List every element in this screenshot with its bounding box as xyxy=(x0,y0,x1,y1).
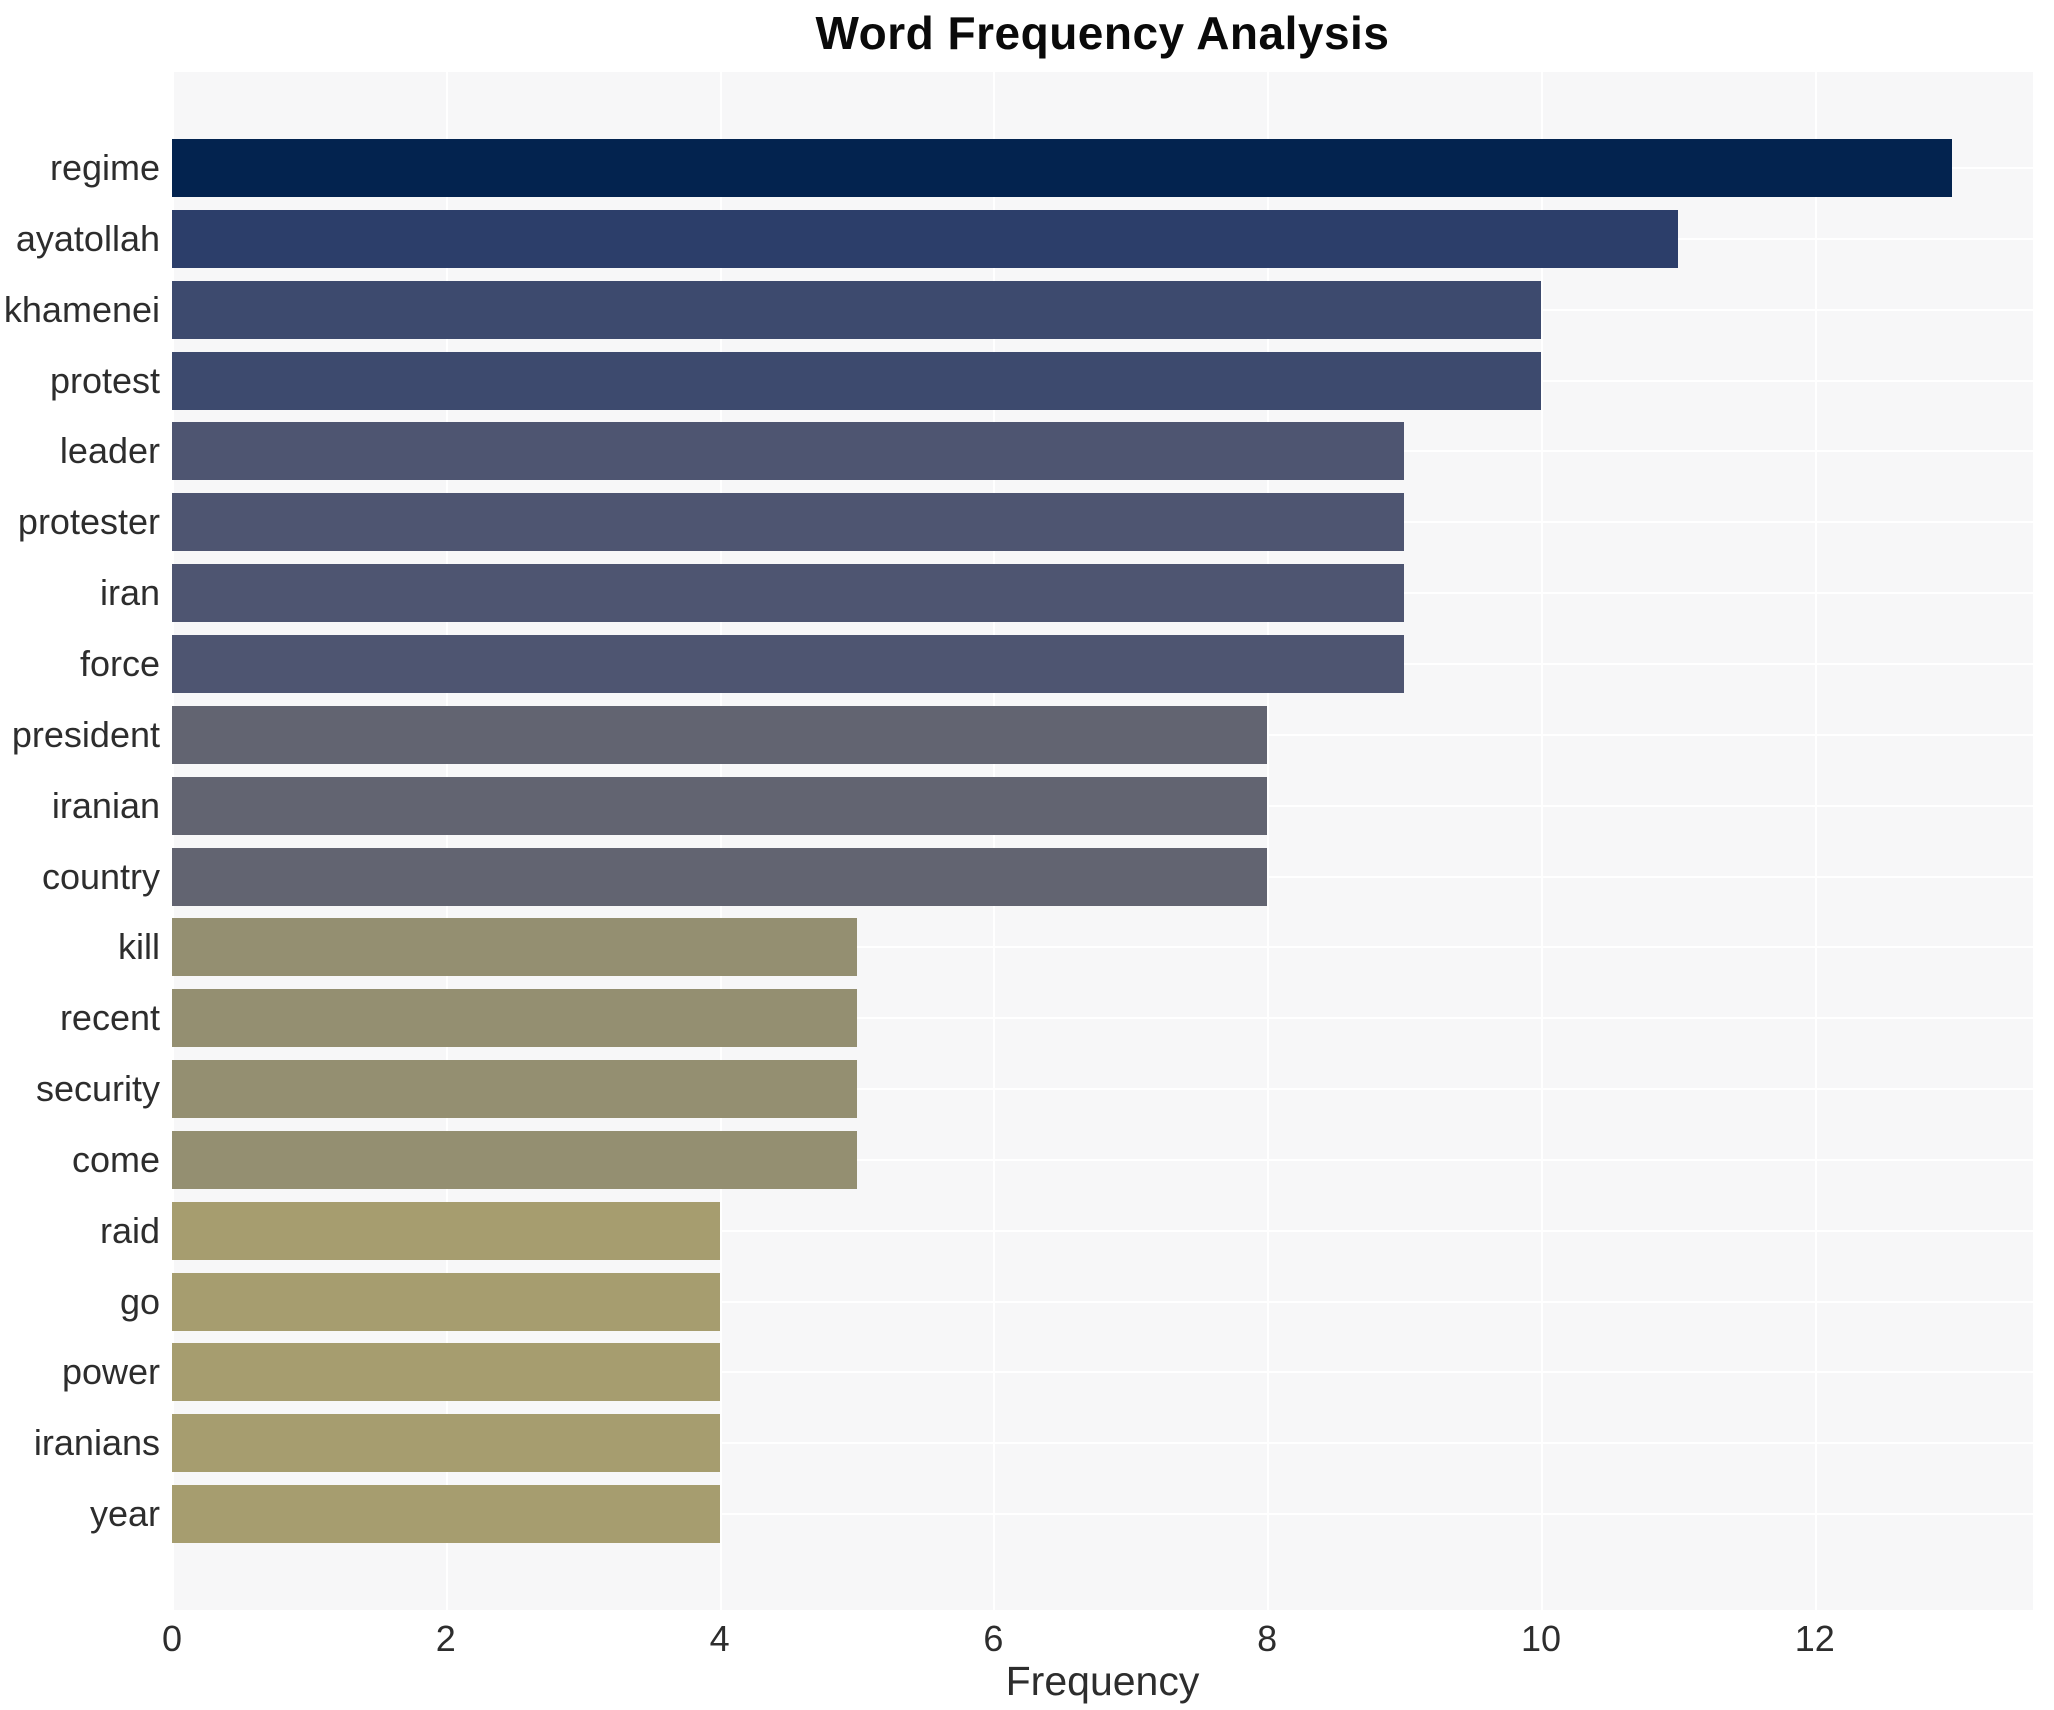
y-tick-label: year xyxy=(89,1493,160,1535)
v-gridline xyxy=(993,72,996,1610)
bar-year xyxy=(172,1485,720,1544)
x-tick-label: 10 xyxy=(1520,1618,1562,1659)
y-tick-label: force xyxy=(79,642,160,684)
bar-country xyxy=(172,847,1268,906)
h-gridline xyxy=(172,946,2033,949)
y-tick-label: iranian xyxy=(51,784,160,826)
v-gridline xyxy=(719,72,722,1610)
bar-ayatollah xyxy=(172,209,1678,268)
v-gridline xyxy=(1814,72,1817,1610)
bar-security xyxy=(172,1060,857,1119)
y-tick-label: raid xyxy=(99,1209,160,1251)
h-gridline xyxy=(172,1513,2033,1516)
y-tick-label: come xyxy=(71,1138,160,1180)
bar-power xyxy=(172,1343,720,1402)
y-tick-label: iran xyxy=(99,572,160,614)
v-gridline xyxy=(172,72,174,1610)
y-tick-label: country xyxy=(41,855,160,897)
bar-go xyxy=(172,1272,720,1331)
x-tick-label: 8 xyxy=(1257,1618,1278,1659)
y-tick-label: protester xyxy=(17,501,160,543)
bar-leader xyxy=(172,422,1405,481)
y-tick-label: leader xyxy=(59,430,160,472)
y-tick-label: recent xyxy=(59,997,160,1039)
bar-iranian xyxy=(172,776,1268,835)
plot-area xyxy=(172,72,2033,1610)
v-gridline xyxy=(1267,72,1270,1610)
bar-regime xyxy=(172,139,1952,197)
bar-protester xyxy=(172,493,1405,552)
x-tick-label: 6 xyxy=(983,1618,1004,1659)
x-axis-label: Frequency xyxy=(1005,1658,1200,1704)
y-tick-label: security xyxy=(35,1068,160,1110)
bar-come xyxy=(172,1130,857,1189)
bar-raid xyxy=(172,1201,720,1260)
bar-protest xyxy=(172,351,1541,410)
bar-president xyxy=(172,705,1268,764)
bar-kill xyxy=(172,918,857,977)
v-gridline xyxy=(1541,72,1543,1610)
bar-iranians xyxy=(172,1414,720,1473)
y-tick-label: ayatollah xyxy=(15,217,160,259)
h-gridline xyxy=(172,1017,2033,1020)
y-tick-label: go xyxy=(119,1280,160,1322)
x-tick-label: 12 xyxy=(1794,1618,1835,1659)
y-tick-label: power xyxy=(61,1351,160,1393)
bar-iran xyxy=(172,564,1405,623)
x-tick-label: 4 xyxy=(709,1618,730,1659)
y-tick-label: regime xyxy=(49,147,160,188)
x-tick-label: 2 xyxy=(435,1618,456,1659)
y-tick-label: kill xyxy=(118,926,160,968)
h-gridline xyxy=(172,1442,2033,1445)
bar-khamenei xyxy=(172,280,1541,339)
h-gridline xyxy=(172,1371,2033,1374)
bar-force xyxy=(172,634,1405,693)
v-gridline xyxy=(445,72,448,1610)
y-tick-label: iranians xyxy=(33,1422,160,1464)
x-tick-label: 0 xyxy=(161,1618,183,1659)
y-tick-label: protest xyxy=(49,359,160,401)
h-gridline xyxy=(172,1158,2033,1161)
h-gridline xyxy=(172,1300,2033,1303)
y-tick-label: khamenei xyxy=(3,288,160,330)
chart-title: Word Frequency Analysis xyxy=(815,7,1390,59)
bar-recent xyxy=(172,989,857,1048)
h-gridline xyxy=(172,1229,2033,1232)
y-tick-label: president xyxy=(11,713,160,755)
h-gridline xyxy=(172,1088,2033,1091)
